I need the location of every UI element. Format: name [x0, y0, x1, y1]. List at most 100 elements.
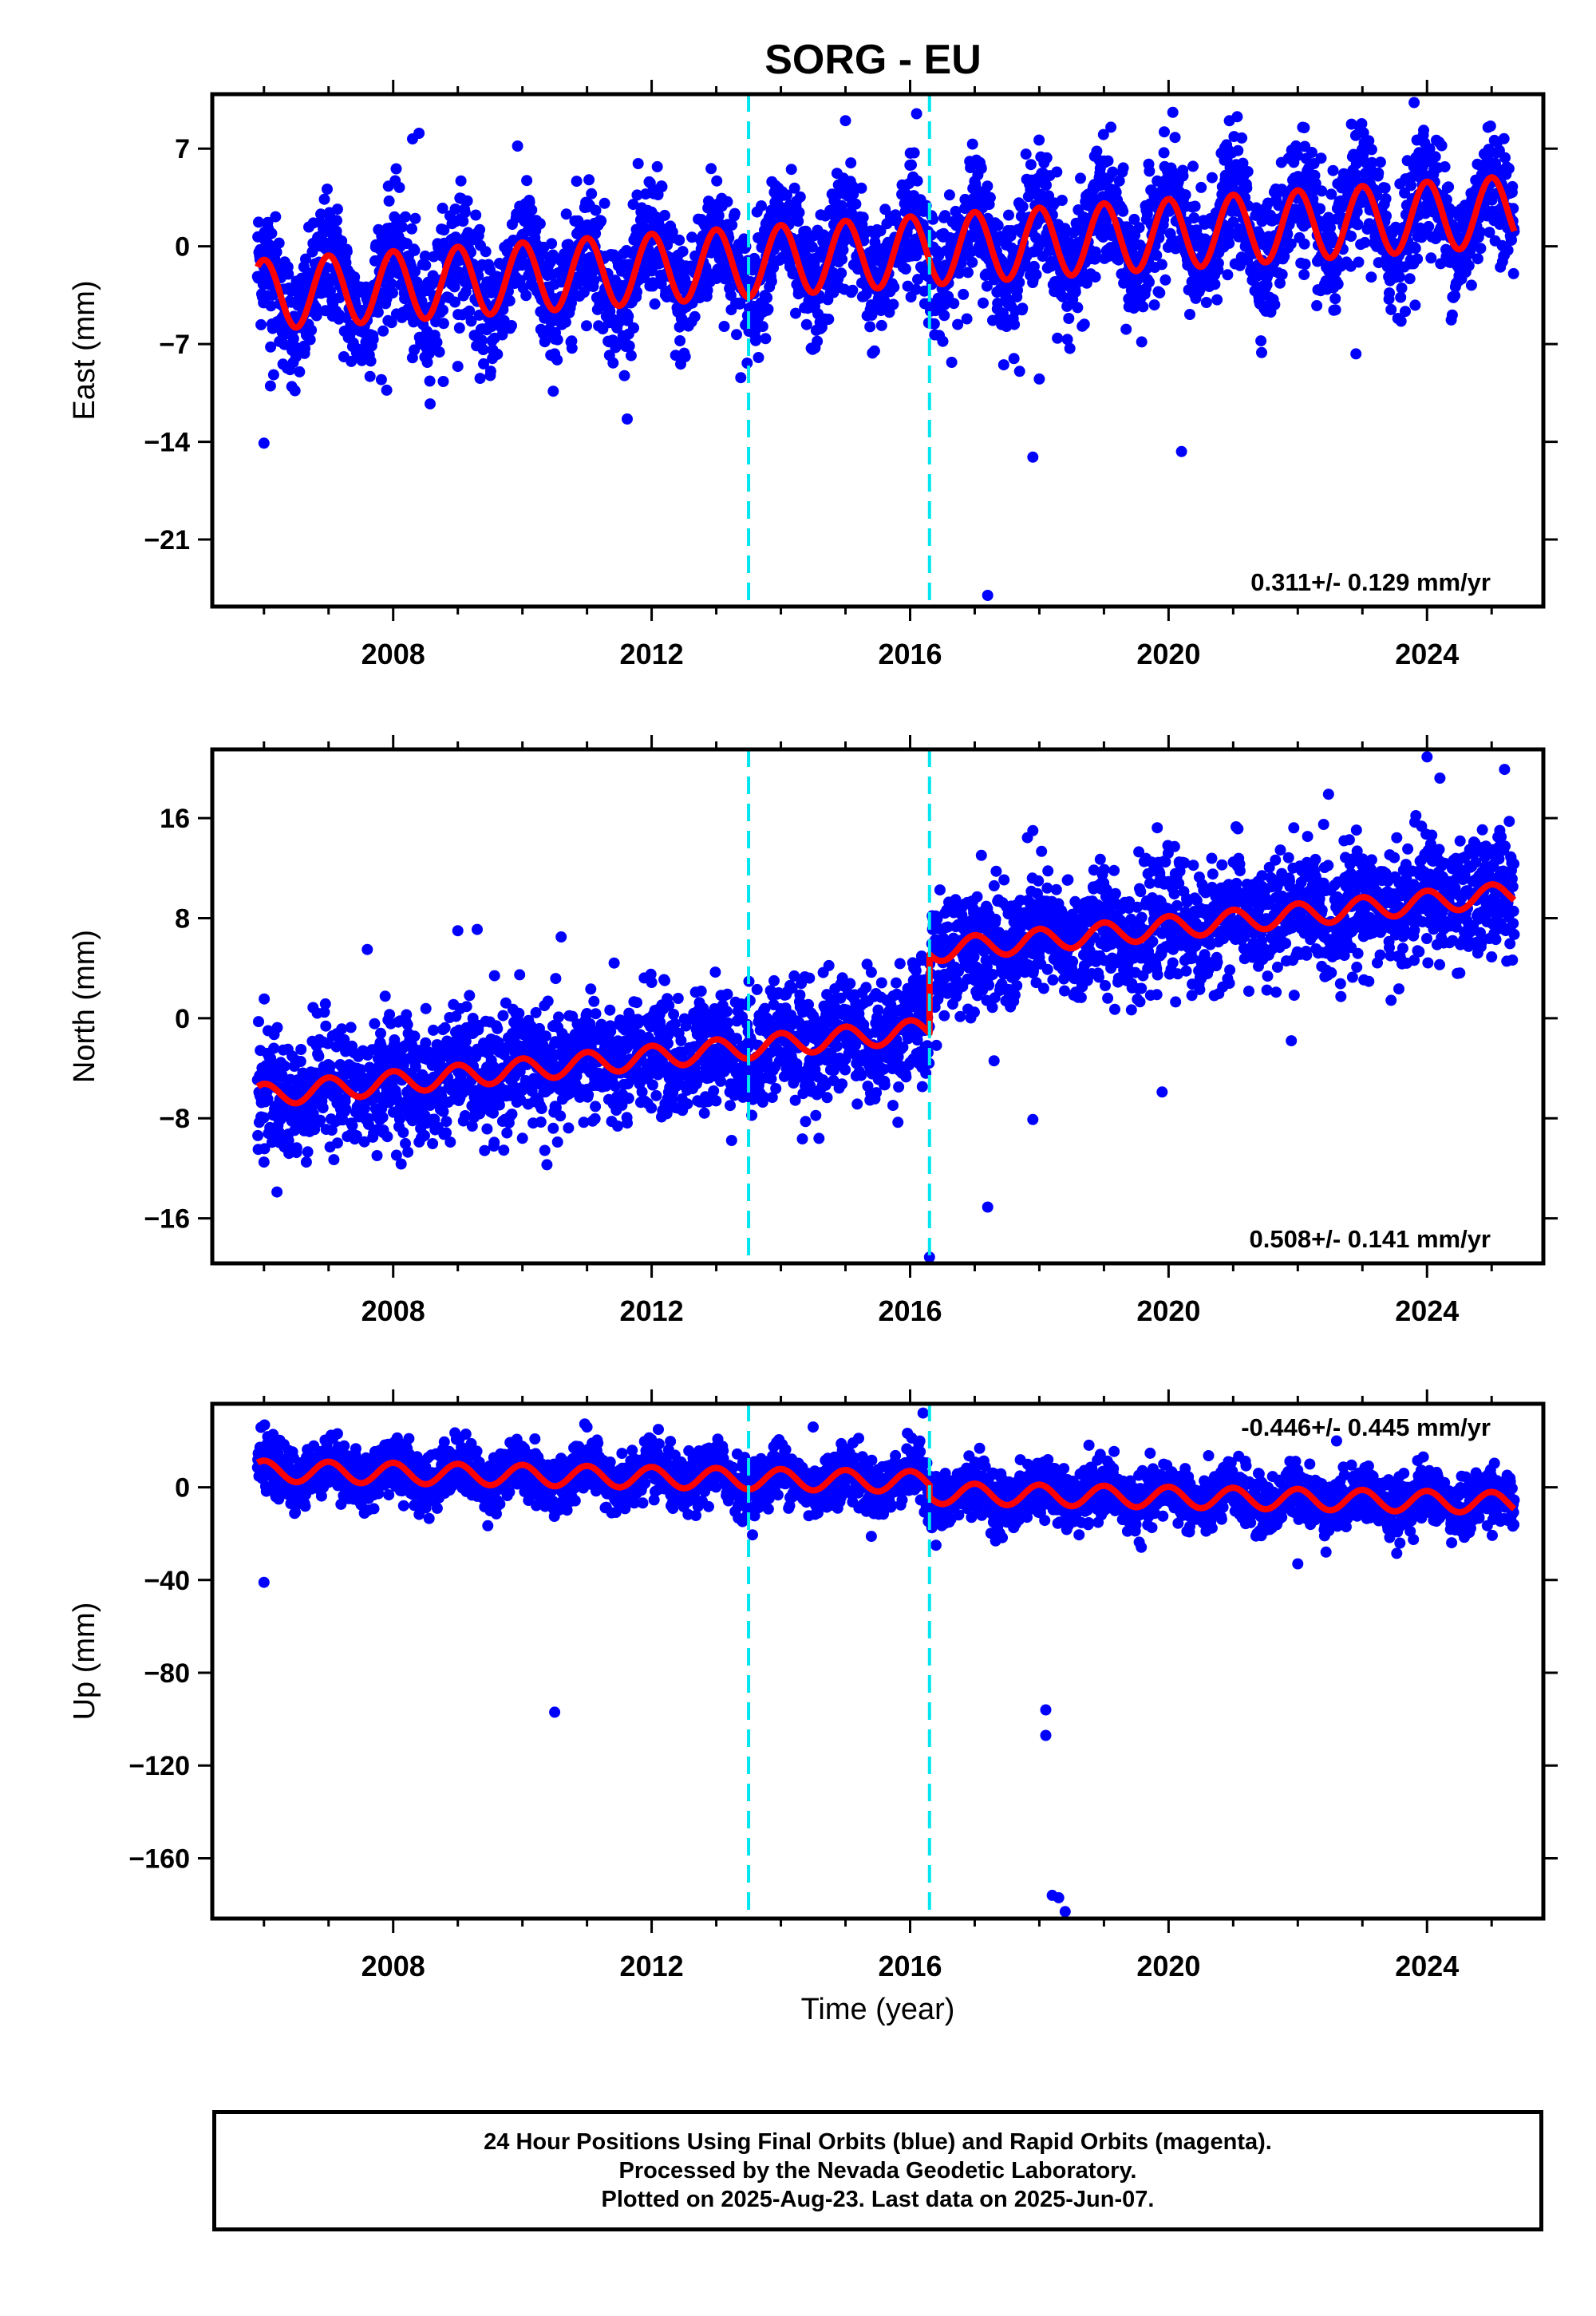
data-point	[265, 300, 277, 312]
data-point	[631, 997, 642, 1009]
data-point	[560, 208, 572, 220]
data-point	[299, 342, 311, 354]
data-point	[1052, 332, 1064, 344]
data-point	[1120, 323, 1132, 335]
data-point	[395, 1158, 407, 1170]
data-point	[590, 204, 602, 216]
data-point	[731, 329, 742, 341]
data-point	[401, 1009, 413, 1021]
data-point	[1144, 165, 1156, 177]
data-point	[379, 990, 391, 1002]
data-point	[1148, 299, 1160, 311]
data-point	[726, 219, 738, 231]
data-point	[1373, 167, 1385, 179]
data-point	[589, 1113, 601, 1124]
data-point	[910, 283, 922, 295]
data-point	[1089, 271, 1101, 283]
data-point	[551, 334, 563, 346]
data-point	[534, 218, 546, 230]
data-point	[484, 366, 496, 377]
outlier-point	[413, 128, 425, 139]
data-point	[911, 175, 923, 187]
data-point	[868, 345, 880, 357]
data-point	[331, 204, 343, 215]
data-point	[656, 181, 668, 192]
data-point	[512, 140, 523, 152]
data-point	[424, 375, 436, 387]
data-point	[448, 281, 460, 293]
outlier-point	[1169, 132, 1181, 144]
data-point	[551, 1136, 563, 1148]
data-point	[437, 376, 449, 387]
data-point	[646, 265, 658, 277]
data-point	[1395, 315, 1407, 327]
data-point	[320, 1020, 332, 1032]
data-point	[480, 246, 492, 258]
data-point	[385, 317, 397, 329]
data-point	[331, 1137, 343, 1149]
data-point	[474, 223, 486, 235]
data-point	[504, 294, 516, 306]
data-point	[559, 316, 571, 328]
data-point	[650, 1089, 662, 1101]
data-point	[310, 310, 322, 322]
data-point	[598, 197, 610, 209]
data-point	[1396, 283, 1408, 294]
data-point	[1385, 303, 1397, 315]
outlier-point	[452, 361, 464, 373]
data-point	[836, 200, 847, 211]
data-point	[1256, 346, 1267, 358]
data-point	[1299, 259, 1311, 270]
data-point	[888, 281, 900, 293]
data-point	[1353, 256, 1365, 268]
data-point	[421, 357, 433, 368]
data-point	[425, 398, 436, 410]
data-point	[1223, 237, 1235, 249]
data-point	[857, 211, 869, 223]
data-point	[938, 310, 950, 322]
data-point	[735, 372, 747, 384]
data-point	[1384, 287, 1395, 299]
rate-label: 0.311+/- 0.129 mm/yr	[1250, 568, 1491, 596]
outlier-point	[1298, 122, 1310, 133]
data-point	[365, 355, 377, 367]
data-point	[992, 298, 1004, 309]
data-point	[1463, 259, 1475, 271]
data-point	[1195, 181, 1207, 193]
data-point	[318, 193, 330, 205]
data-point	[1184, 309, 1195, 320]
data-point	[1189, 200, 1201, 212]
data-point	[1418, 124, 1429, 136]
data-point	[718, 321, 730, 332]
data-point	[1314, 203, 1326, 215]
data-point	[488, 970, 500, 982]
data-point	[290, 351, 302, 363]
data-point	[978, 297, 989, 309]
data-point	[367, 334, 379, 346]
data-point	[290, 1142, 302, 1154]
outlier-point	[1027, 451, 1039, 463]
plot-area-east	[251, 97, 1520, 601]
data-point	[998, 359, 1009, 371]
data-point	[1159, 126, 1170, 138]
data-point	[908, 147, 920, 159]
data-point	[1236, 132, 1248, 144]
data-point	[1409, 299, 1421, 311]
data-point	[1167, 106, 1179, 118]
data-point	[535, 1117, 547, 1128]
data-point	[1156, 259, 1167, 271]
data-point	[669, 1018, 681, 1030]
data-point	[928, 318, 940, 330]
data-point	[953, 267, 965, 279]
data-point	[1380, 193, 1392, 204]
data-point	[371, 1150, 383, 1161]
data-point	[790, 307, 801, 319]
data-point	[470, 209, 482, 221]
outlier-point	[1350, 348, 1362, 360]
data-point	[757, 321, 768, 333]
data-point	[304, 334, 316, 346]
data-point	[375, 1027, 386, 1039]
data-point	[607, 357, 619, 369]
data-point	[273, 237, 285, 249]
